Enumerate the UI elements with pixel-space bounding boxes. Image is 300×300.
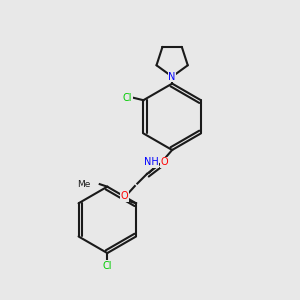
Text: NH: NH — [144, 157, 158, 167]
Text: Me: Me — [77, 180, 91, 189]
Text: Cl: Cl — [103, 261, 112, 271]
Text: O: O — [160, 157, 168, 167]
Text: O: O — [121, 191, 128, 202]
Text: Cl: Cl — [123, 93, 132, 103]
Text: N: N — [168, 72, 176, 82]
